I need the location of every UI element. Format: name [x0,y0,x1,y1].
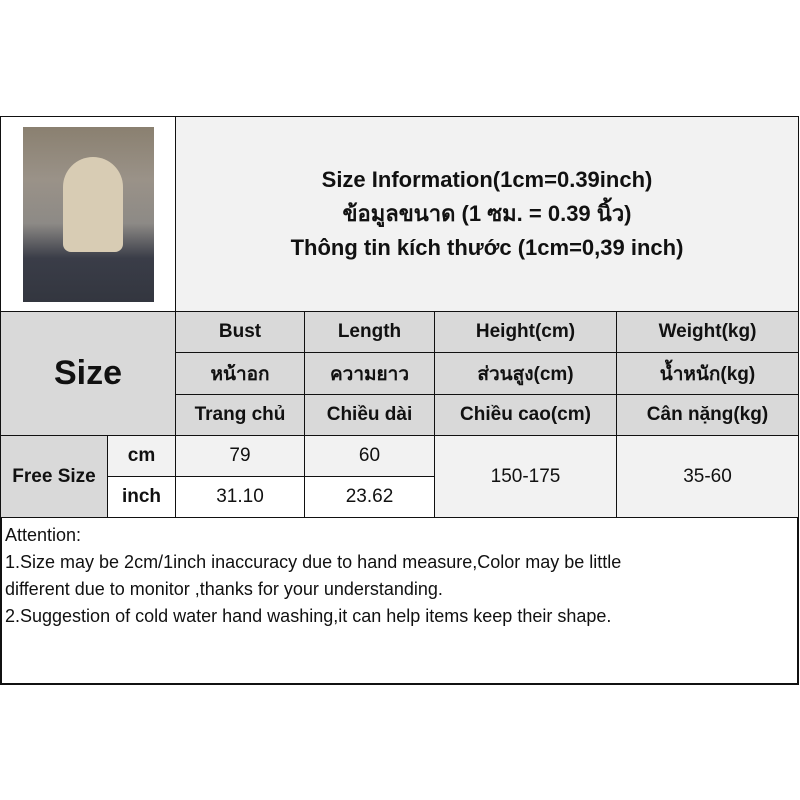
weight-value: 35-60 [616,435,799,518]
length-header-en: Length [304,311,435,353]
unit-inch: inch [107,476,176,518]
title-cell: Size Information(1cm=0.39inch) ข้อมูลขนา… [175,116,799,312]
title-en: Size Information(1cm=0.39inch) [321,167,653,192]
attention-line-2: different due to monitor ,thanks for you… [5,579,443,599]
size-header: Size [0,311,176,436]
length-inch: 23.62 [304,476,435,518]
height-header-en: Height(cm) [434,311,617,353]
bust-header-en: Bust [175,311,305,353]
length-cm: 60 [304,435,435,477]
height-header-vi: Chiều cao(cm) [434,394,617,436]
bust-inch: 31.10 [175,476,305,518]
length-header-vi: Chiều dài [304,394,435,436]
product-photo [23,127,154,302]
bust-header-vi: Trang chủ [175,394,305,436]
weight-header-en: Weight(kg) [616,311,799,353]
free-size-label: Free Size [0,435,108,518]
weight-header-th: น้ำหนัก(kg) [616,352,799,395]
height-value: 150-175 [434,435,617,518]
attention-line-1: 1.Size may be 2cm/1inch inaccuracy due t… [5,552,622,572]
title-vi: Thông tin kích thước (1cm=0,39 inch) [290,235,684,260]
bust-cm: 79 [175,435,305,477]
length-header-th: ความยาว [304,352,435,395]
weight-header-vi: Cân nặng(kg) [616,394,799,436]
bust-header-th: หน้าอก [175,352,305,395]
height-header-th: ส่วนสูง(cm) [434,352,617,395]
title-th: ข้อมูลขนาด (1 ซม. = 0.39 นิ้ว) [342,201,632,226]
unit-cm: cm [107,435,176,477]
attention-line-3: 2.Suggestion of cold water hand washing,… [5,606,612,626]
attention-notes: Attention: 1.Size may be 2cm/1inch inacc… [5,522,621,630]
attention-title: Attention: [5,525,82,545]
